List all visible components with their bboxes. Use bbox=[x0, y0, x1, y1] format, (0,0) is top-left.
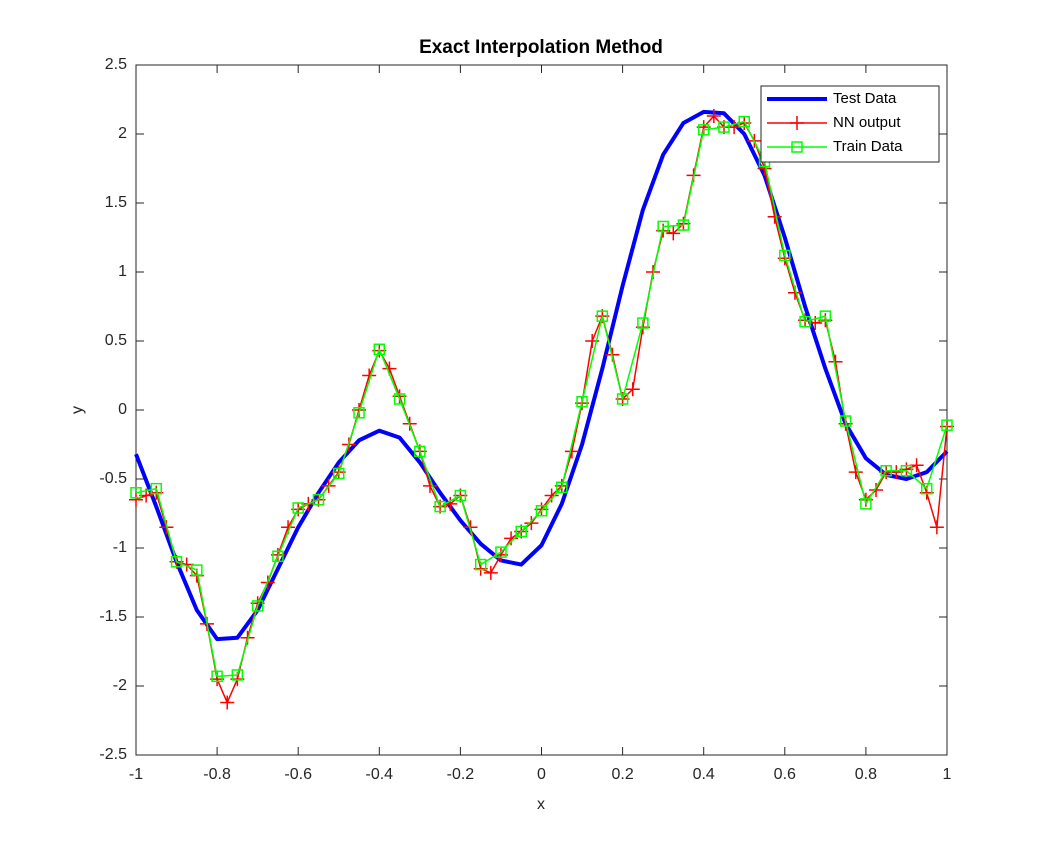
marker bbox=[524, 516, 539, 531]
y-tick-label: -2 bbox=[113, 677, 127, 694]
marker bbox=[900, 464, 913, 477]
marker bbox=[231, 669, 244, 681]
marker bbox=[454, 489, 467, 502]
x-tick-label: 0.2 bbox=[611, 766, 633, 783]
marker bbox=[869, 483, 884, 498]
y-tick-label: -1 bbox=[113, 539, 127, 556]
legend: Test Data NN output Train Data bbox=[760, 85, 940, 163]
marker bbox=[819, 310, 832, 322]
y-tick-label: 0.5 bbox=[105, 332, 127, 349]
marker bbox=[272, 550, 284, 563]
y-axis-label: y bbox=[69, 406, 86, 414]
plot-frame bbox=[135, 64, 948, 756]
x-tick-label: -1 bbox=[129, 766, 143, 783]
y-tick-label: -2.5 bbox=[99, 746, 127, 763]
marker bbox=[790, 116, 804, 130]
y-tick-label: -0.5 bbox=[99, 470, 127, 487]
marker bbox=[666, 226, 681, 241]
marker bbox=[616, 393, 629, 405]
y-tick-label: 1 bbox=[118, 263, 127, 280]
marker bbox=[495, 546, 507, 558]
marker bbox=[220, 695, 235, 710]
marker bbox=[422, 478, 437, 493]
chart-title: Exact Interpolation Method bbox=[419, 37, 663, 58]
marker bbox=[129, 492, 143, 507]
marker bbox=[483, 565, 498, 580]
legend-label: NN output bbox=[833, 114, 901, 131]
marker bbox=[791, 141, 803, 153]
marker bbox=[738, 115, 750, 128]
x-tick-label: -0.4 bbox=[366, 766, 394, 783]
marker bbox=[779, 249, 791, 262]
marker bbox=[625, 382, 640, 397]
x-tick-label: -0.8 bbox=[203, 766, 231, 783]
marker bbox=[596, 310, 609, 322]
marker bbox=[150, 482, 163, 495]
x-tick-label: -0.2 bbox=[447, 766, 475, 783]
marker bbox=[848, 465, 863, 480]
marker bbox=[211, 670, 223, 683]
marker bbox=[544, 488, 559, 503]
x-tick-label: -0.6 bbox=[284, 766, 312, 783]
legend-label: Test Data bbox=[833, 90, 897, 107]
marker bbox=[799, 315, 811, 328]
marker bbox=[556, 481, 568, 494]
x-tick-label: 0.6 bbox=[774, 766, 796, 783]
x-tick-label: 0.8 bbox=[855, 766, 877, 783]
marker bbox=[414, 445, 426, 458]
marker bbox=[353, 407, 365, 419]
marker bbox=[929, 520, 944, 535]
legend-label: Train Data bbox=[833, 138, 903, 155]
marker bbox=[504, 531, 519, 546]
series-line bbox=[135, 120, 948, 678]
marker bbox=[333, 467, 345, 480]
x-tick-label: 0.4 bbox=[693, 766, 715, 783]
marker bbox=[706, 109, 721, 124]
marker bbox=[839, 415, 852, 427]
x-tick-label: 1 bbox=[943, 766, 952, 783]
marker bbox=[373, 343, 386, 356]
marker bbox=[880, 464, 892, 477]
y-tick-label: 0 bbox=[118, 401, 127, 418]
marker bbox=[767, 209, 782, 224]
marker bbox=[515, 525, 527, 538]
marker bbox=[637, 317, 649, 329]
marker bbox=[312, 493, 325, 506]
marker bbox=[251, 600, 264, 612]
marker bbox=[535, 504, 548, 517]
x-axis-label: x bbox=[537, 796, 545, 813]
marker bbox=[941, 419, 953, 431]
y-tick-label: 1.5 bbox=[105, 194, 127, 211]
marker bbox=[718, 121, 730, 133]
marker bbox=[191, 564, 203, 576]
marker bbox=[434, 500, 446, 513]
marker bbox=[576, 395, 588, 408]
marker bbox=[474, 558, 487, 571]
y-tick-label: 2 bbox=[118, 125, 127, 142]
marker bbox=[657, 220, 669, 233]
marker bbox=[697, 124, 710, 136]
marker bbox=[920, 482, 933, 495]
marker bbox=[170, 556, 183, 568]
marker bbox=[860, 498, 872, 510]
x-tick-label: 0 bbox=[537, 766, 546, 783]
marker bbox=[677, 219, 690, 231]
y-tick-label: -1.5 bbox=[99, 608, 127, 625]
marker bbox=[130, 487, 142, 499]
y-tick-label: 2.5 bbox=[105, 56, 127, 73]
marker bbox=[393, 393, 406, 405]
marker bbox=[292, 502, 304, 514]
